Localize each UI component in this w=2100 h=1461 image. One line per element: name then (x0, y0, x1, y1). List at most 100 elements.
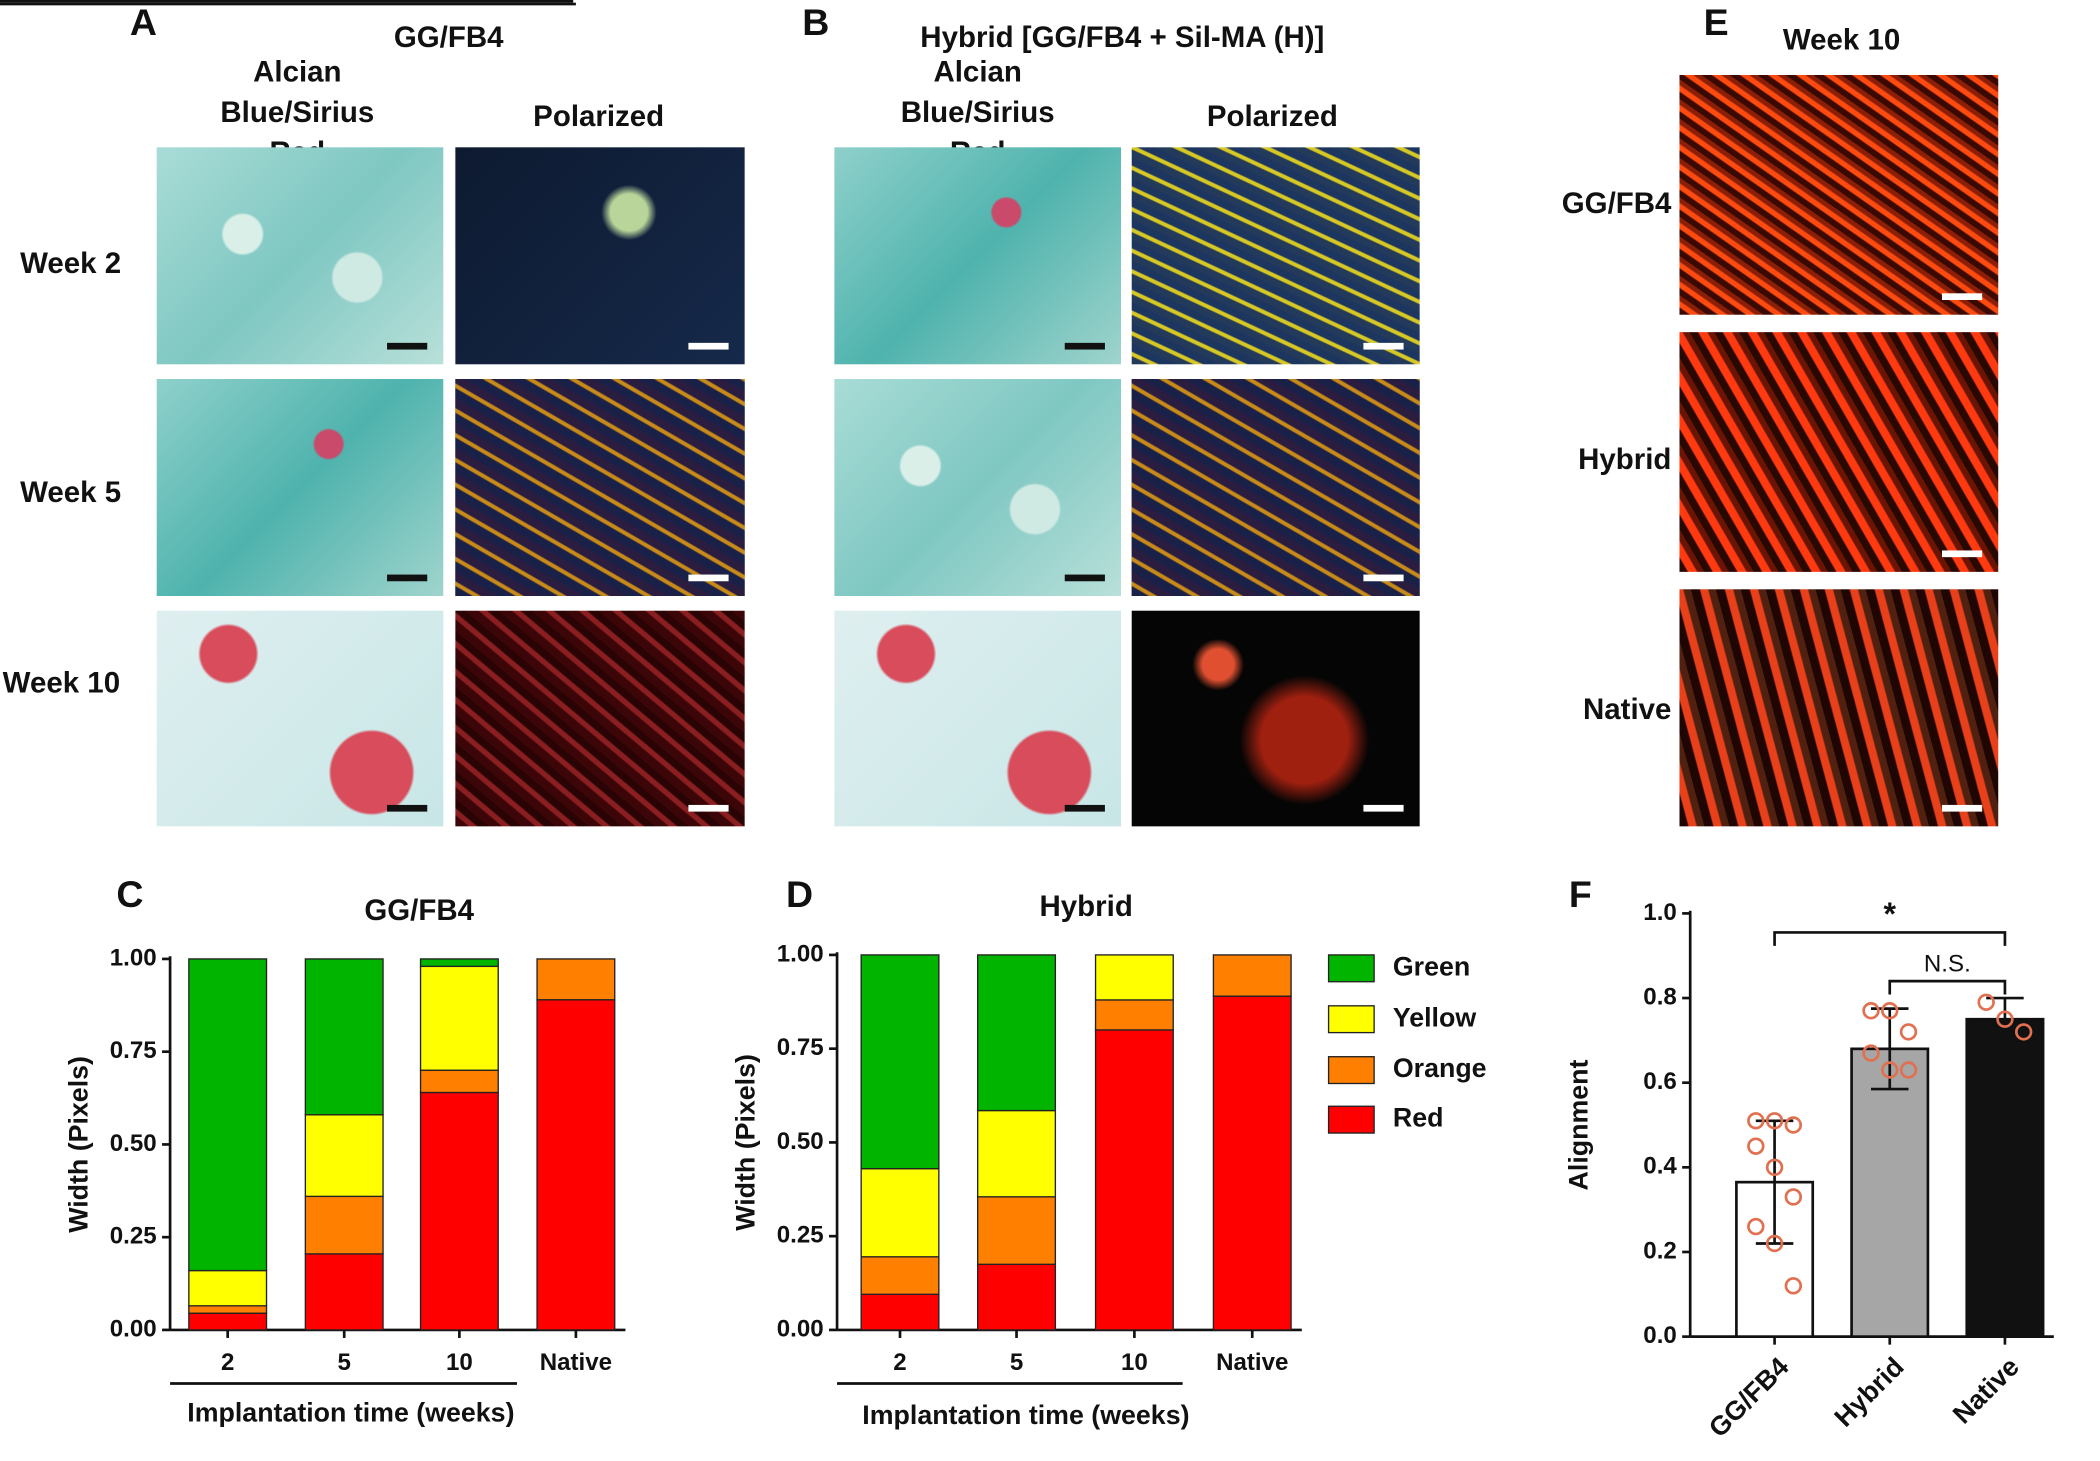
bar-segment (1212, 954, 1292, 997)
x-tick-label: Native (1216, 1349, 1288, 1376)
bar-segment (977, 1109, 1057, 1198)
bar-segment (1094, 999, 1174, 1031)
scale-bar (1941, 804, 1983, 812)
data-point (1899, 1061, 1918, 1079)
micrograph (1131, 379, 1420, 596)
data-point (1747, 1112, 1765, 1130)
bar-segment (1212, 995, 1292, 1331)
x-tick-label: Native (540, 1349, 612, 1376)
micrograph (1679, 589, 1999, 827)
bar-segment (536, 999, 616, 1331)
legend-label: Orange (1393, 1053, 1487, 1083)
data-point (1862, 1002, 1880, 1020)
bar-segment (860, 1256, 940, 1295)
bar-segment (860, 1293, 940, 1331)
data-point (1765, 1158, 1784, 1177)
scale-bar (1363, 804, 1404, 812)
y-tick-label: 1.00 (110, 944, 157, 971)
y-tick-label: 0.75 (777, 1034, 824, 1061)
micrograph (455, 379, 745, 596)
divider (0, 2, 576, 6)
panel-letter: C (116, 873, 143, 915)
x-tick-label: 5 (337, 1349, 350, 1376)
micrograph (834, 147, 1121, 365)
micrograph (1131, 147, 1420, 365)
y-tick-label: 0.75 (110, 1037, 157, 1064)
scale-bar (1363, 342, 1404, 350)
scale-bar (1064, 574, 1105, 582)
data-point (1996, 1010, 2014, 1028)
bar-segment (304, 1195, 384, 1255)
column-label: Polarized (1206, 99, 1338, 133)
bar-segment (977, 1196, 1057, 1265)
x-tick-label: 10 (446, 1349, 473, 1376)
bar-segment (419, 958, 499, 968)
data-point (1977, 993, 1995, 1011)
row-label: Week 10 (2, 665, 121, 700)
bar-segment (536, 958, 616, 1001)
micrograph (156, 379, 444, 596)
panel-letter: E (1703, 1, 1729, 43)
data-point (1747, 1137, 1765, 1155)
x-tick-label: 10 (1121, 1349, 1148, 1376)
scale-bar (688, 574, 729, 582)
data-point (1747, 1217, 1765, 1236)
y-tick-label: 0.25 (777, 1222, 824, 1249)
significance-bracket (1773, 931, 2007, 946)
x-tick-label: Hybrid (1829, 1351, 1910, 1432)
chart-title: GG/FB4 (364, 894, 474, 927)
panel-title: Week 10 (1782, 22, 1901, 57)
x-tick-label: 2 (893, 1349, 906, 1376)
row-label: Week 5 (20, 475, 122, 509)
data-point (1899, 1023, 1918, 1041)
micrograph (156, 610, 444, 827)
significance-label: * (1883, 896, 1896, 932)
bar-segment (188, 1305, 268, 1314)
legend-swatch (1327, 1105, 1375, 1134)
panel-title: Hybrid [GG/FB4 + Sil-MA (H)] (920, 20, 1325, 54)
bar-segment (860, 1168, 940, 1258)
micrograph (455, 147, 745, 365)
row-label: Hybrid (1578, 441, 1672, 476)
legend-label: Red (1393, 1103, 1444, 1133)
row-label: Week 2 (20, 246, 122, 280)
data-point (1881, 1002, 1899, 1020)
y-tick-label: 0.2 (1643, 1237, 1676, 1264)
x-tick-label: 5 (1010, 1349, 1023, 1376)
x-tick-label: Native (1947, 1351, 2025, 1429)
bar-segment (304, 958, 384, 1116)
x-axis-label: Implantation time (weeks) (862, 1400, 1189, 1430)
scale-bar (387, 342, 428, 350)
data-point (1881, 1061, 1899, 1079)
data-point (1784, 1277, 1803, 1295)
scale-bar (387, 804, 428, 812)
data-point (1765, 1112, 1784, 1130)
bar-segment (188, 1269, 268, 1307)
micrograph (156, 147, 444, 365)
bar-segment (860, 954, 940, 1170)
scale-bar (1064, 804, 1105, 812)
micrograph (1131, 610, 1420, 827)
y-tick-label: 0.00 (110, 1315, 157, 1342)
micrograph (1679, 332, 1999, 572)
bar-segment (304, 1114, 384, 1198)
x-axis-label: Implantation time (weeks) (187, 1397, 514, 1427)
bar-segment (188, 1312, 268, 1331)
significance-bracket (1888, 979, 2007, 995)
panel-letter: A (129, 1, 158, 43)
legend-swatch (1327, 954, 1375, 983)
panel-letter: D (786, 873, 813, 915)
scale-bar (688, 342, 729, 350)
y-axis-label: Alignment (1563, 1060, 1593, 1191)
row-label: GG/FB4 (1561, 186, 1672, 220)
bar-segment (419, 965, 499, 1071)
x-tick-label: 2 (221, 1349, 234, 1376)
column-label: Alcian Blue/Sirius Red (900, 54, 1055, 169)
bar-segment (1094, 1029, 1174, 1331)
bar (1965, 1017, 2045, 1338)
y-tick-label: 0.0 (1643, 1322, 1676, 1349)
data-point (1862, 1044, 1880, 1062)
x-tick-label: GG/FB4 (1703, 1351, 1795, 1443)
